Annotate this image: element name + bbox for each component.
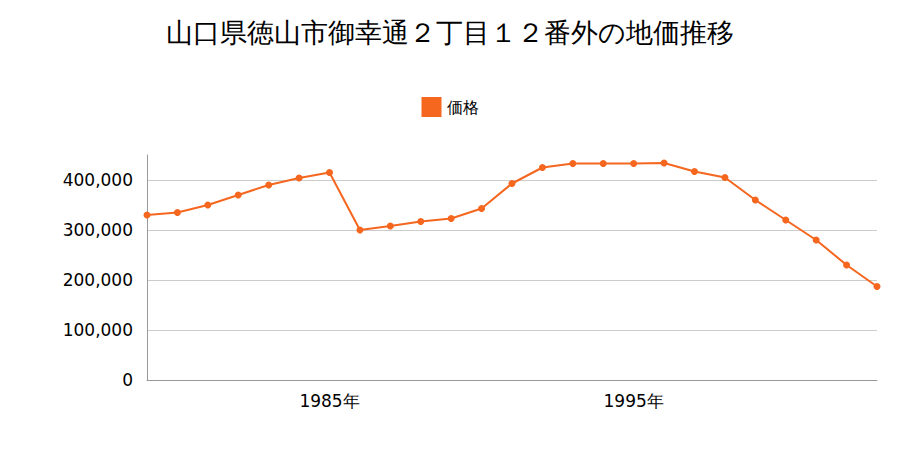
svg-text:山口県徳山市御幸通２丁目１２番外の地価推移: 山口県徳山市御幸通２丁目１２番外の地価推移	[166, 17, 734, 48]
svg-text:200,000: 200,000	[63, 270, 133, 290]
svg-text:0: 0	[122, 370, 133, 390]
svg-text:1995年: 1995年	[604, 391, 664, 411]
svg-text:100,000: 100,000	[63, 320, 133, 340]
svg-text:価格: 価格	[447, 98, 479, 117]
svg-text:1985年: 1985年	[299, 391, 359, 411]
svg-text:400,000: 400,000	[63, 170, 133, 190]
svg-text:300,000: 300,000	[63, 220, 133, 240]
